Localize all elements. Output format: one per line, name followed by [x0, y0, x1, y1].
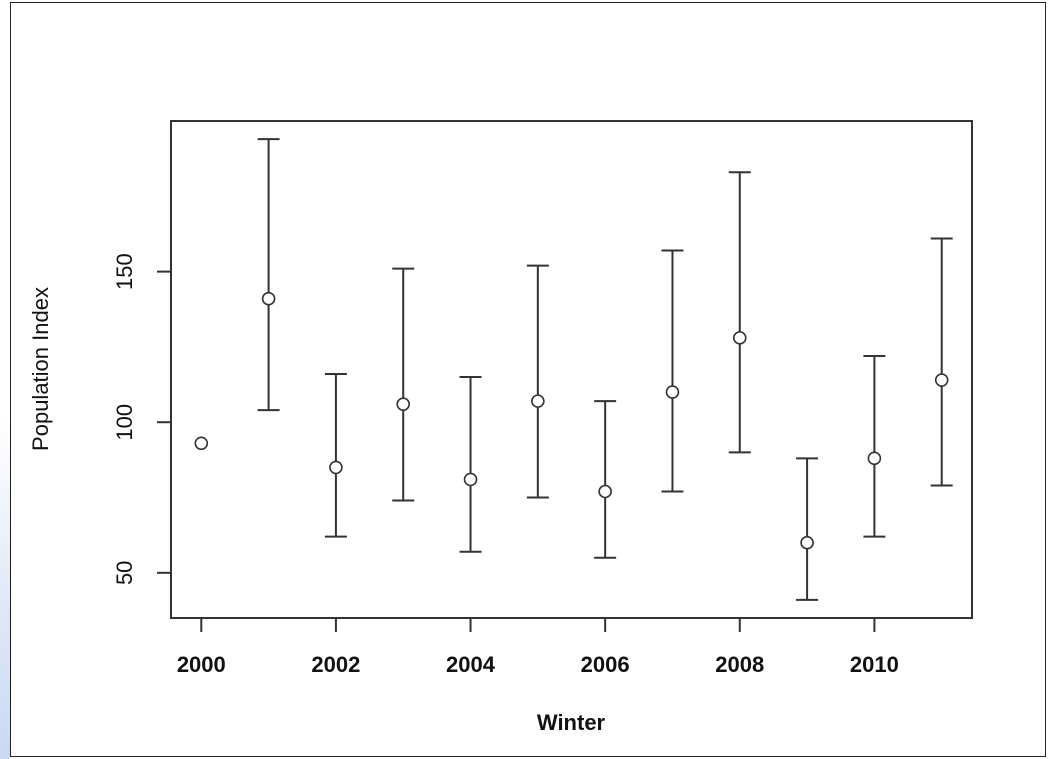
data-point [463, 472, 478, 487]
chart-card [10, 2, 1046, 757]
data-point [329, 460, 343, 475]
y-axis: 50 100 150 [112, 253, 171, 585]
data-series [194, 138, 953, 601]
x-tick-label: 2002 [311, 652, 360, 677]
data-point [665, 385, 680, 399]
x-tick-label: 2008 [715, 652, 764, 677]
data-point [732, 331, 747, 345]
y-tick-label: 150 [112, 253, 137, 290]
slide-left-accent [0, 0, 10, 759]
data-point [531, 394, 545, 408]
x-tick-label: 2010 [850, 652, 899, 677]
x-tick-label: 2004 [446, 652, 496, 677]
y-tick-label: 50 [112, 561, 137, 585]
x-tick-label: 2000 [177, 652, 226, 677]
x-axis-label: Winter [537, 710, 606, 735]
y-axis-label: Population Index [28, 287, 53, 451]
plot-box [170, 120, 973, 619]
data-point [598, 484, 612, 499]
data-point [934, 373, 949, 387]
data-point [800, 535, 814, 550]
x-tick-label: 2006 [581, 652, 630, 677]
y-tick-label: 100 [112, 404, 137, 441]
data-point [261, 291, 276, 306]
data-point [194, 436, 209, 451]
x-axis: 2000 2002 2004 2006 2008 2010 [177, 617, 899, 677]
data-point [867, 451, 882, 466]
data-point [396, 397, 411, 411]
